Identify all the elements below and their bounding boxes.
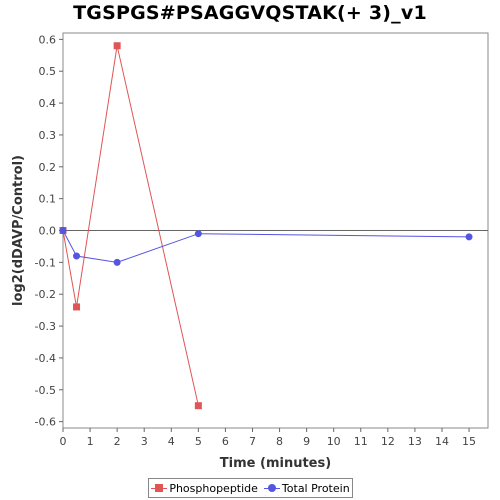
data-point-total-protein [465, 233, 473, 241]
data-point-phosphopeptide [194, 402, 202, 410]
phosphopeptide-swatch-icon [151, 483, 168, 493]
y-tick-label: 0.4 [39, 97, 57, 110]
legend-label-total-protein: Total Protein [281, 481, 350, 495]
data-point-total-protein [59, 227, 67, 234]
y-tick-label: 0.3 [39, 129, 57, 142]
x-tick-label: 15 [462, 435, 476, 448]
legend-label-phosphopeptide: Phosphopeptide [169, 481, 258, 495]
x-tick-label: 0 [60, 435, 67, 448]
y-tick-label: -0.4 [35, 352, 56, 365]
series-layer [59, 42, 473, 410]
x-tick-label: 3 [141, 435, 148, 448]
x-axis-label: Time (minutes) [220, 456, 331, 471]
x-tick-label: 13 [408, 435, 422, 448]
x-tick-label: 4 [168, 435, 175, 448]
y-tick-label: 0.6 [39, 33, 57, 46]
legend-item-phosphopeptide: Phosphopeptide [151, 482, 258, 495]
y-tick-label: -0.3 [35, 320, 56, 333]
legend-item-total-protein: Total Protein [263, 481, 350, 495]
x-tick-label: 8 [276, 435, 283, 448]
data-point-total-protein [113, 258, 121, 266]
x-tick-label: 10 [327, 435, 341, 448]
axes: 0.6 0.5 0.4 0.3 0.2 0.1 0.0 -0.1 -0.2 -0.3 -0.4 -0.… [35, 32, 489, 448]
x-tick-label: 9 [303, 435, 310, 448]
data-point-phosphopeptide [73, 303, 81, 311]
total-protein-swatch-icon [263, 483, 280, 493]
y-tick-label: 0.1 [39, 193, 57, 206]
y-tick-label: -0.2 [35, 288, 56, 301]
y-tick-label: 0.2 [39, 161, 57, 174]
data-point-phosphopeptide [113, 42, 121, 50]
x-tick-label: 6 [222, 435, 229, 448]
y-tick-label: 0.5 [39, 65, 57, 78]
x-tick-label: 1 [87, 435, 94, 448]
x-tick-label: 12 [381, 435, 395, 448]
x-tick-label: 14 [435, 435, 449, 448]
x-tick-label: 11 [354, 435, 368, 448]
y-tick-label: 0.0 [39, 225, 57, 238]
legend: Phosphopeptide Total Protein [148, 478, 353, 498]
x-tick-label: 7 [249, 435, 256, 448]
data-point-total-protein [73, 252, 81, 260]
series-line-phosphopeptide [62, 45, 199, 406]
x-tick-label: 2 [114, 435, 121, 448]
x-tick-label: 5 [195, 435, 202, 448]
y-axis-label: log2(dDAVP/Control) [11, 155, 26, 306]
y-tick-label: -0.1 [35, 256, 56, 269]
y-tick-label: -0.5 [35, 384, 56, 397]
data-point-total-protein [194, 230, 202, 238]
y-tick-label: -0.6 [35, 416, 56, 429]
chart-title: TGSPGS#PSAGGVQSTAK(+ 3)_v1 [73, 2, 427, 24]
